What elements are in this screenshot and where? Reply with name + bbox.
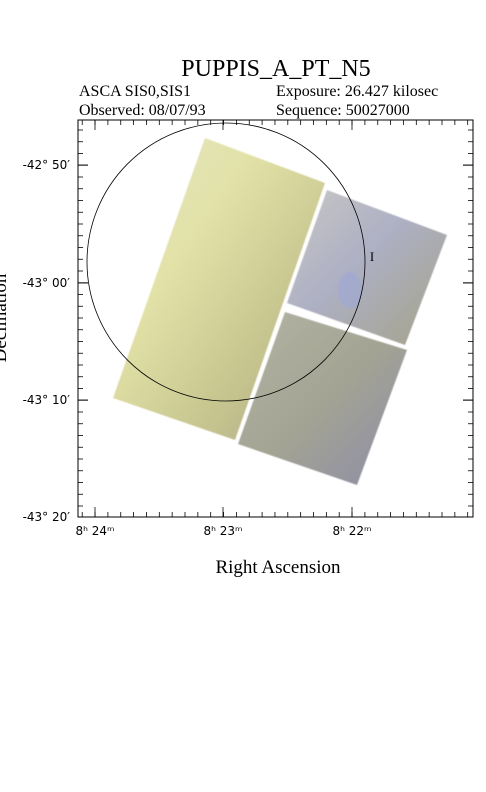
exposure: Exposure: 26.427 kilosec xyxy=(276,83,438,100)
marker: I xyxy=(370,249,374,264)
instrument: ASCA SIS0,SIS1 xyxy=(79,83,191,100)
ccd-chip xyxy=(113,138,325,440)
region-circle xyxy=(86,122,366,402)
y-tick-label: -43° 20′ xyxy=(23,510,71,524)
y-tick-label: -43° 10′ xyxy=(23,393,71,407)
y-tick-label: -42° 50′ xyxy=(23,158,71,172)
ccd-chip xyxy=(287,190,447,345)
y-tick-label: -43° 00′ xyxy=(23,276,71,290)
y-axis-label: Declination xyxy=(0,273,11,362)
ccd-chip xyxy=(238,312,407,485)
plot-frame xyxy=(77,119,474,518)
sequence: Sequence: 50027000 xyxy=(276,102,410,119)
observed: Observed: 08/07/93 xyxy=(79,102,206,119)
x-tick-label: 8ʰ 24ᵐ xyxy=(75,524,114,538)
ticks xyxy=(78,120,473,518)
sky-image xyxy=(113,138,447,485)
x-tick-label: 8ʰ 23ᵐ xyxy=(203,524,242,538)
x-axis-label: Right Ascension xyxy=(215,557,341,578)
bright-spot xyxy=(338,272,362,308)
title: PUPPIS_A_PT_N5 xyxy=(181,56,370,82)
x-tick-label: 8ʰ 22ᵐ xyxy=(332,524,371,538)
